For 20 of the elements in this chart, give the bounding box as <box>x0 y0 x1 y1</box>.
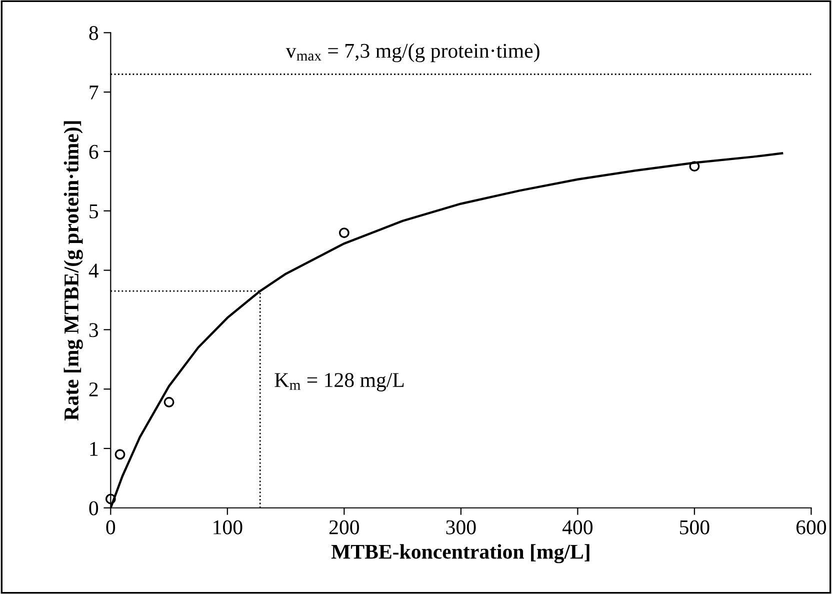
x-tick-label: 400 <box>562 520 593 534</box>
x-tick-label: 100 <box>214 520 242 534</box>
x-tick-label: 200 <box>329 520 359 534</box>
y-tick-label: 2 <box>89 382 98 396</box>
y-tick-label: 4 <box>88 264 99 278</box>
ref-line-label: K$_{m}$ = 128 mg/L <box>274 373 404 392</box>
y-tick-label: 8 <box>89 26 98 40</box>
x-tick-label: 300 <box>446 520 476 534</box>
y-tick-label: 1 <box>90 442 98 456</box>
x-tick-label: 500 <box>680 520 710 534</box>
y-tick-label: 7 <box>90 86 98 100</box>
x-tick-label: 0 <box>106 520 116 534</box>
y-tick-label: 6 <box>89 144 98 159</box>
y-tick-label: 0 <box>89 501 98 516</box>
y-tick-label: 5 <box>90 204 98 218</box>
x-tick-label: 600 <box>796 520 826 534</box>
y-tick-label: 3 <box>89 323 98 338</box>
y-axis-title: Rate [mg MTBE/(g protein·time)] <box>64 121 83 420</box>
ref-line-label: v$_{max}$ = 7,3 mg/(g protein·time) <box>286 43 540 62</box>
x-axis-title: MTBE-koncentration [mg/L] <box>331 544 590 564</box>
